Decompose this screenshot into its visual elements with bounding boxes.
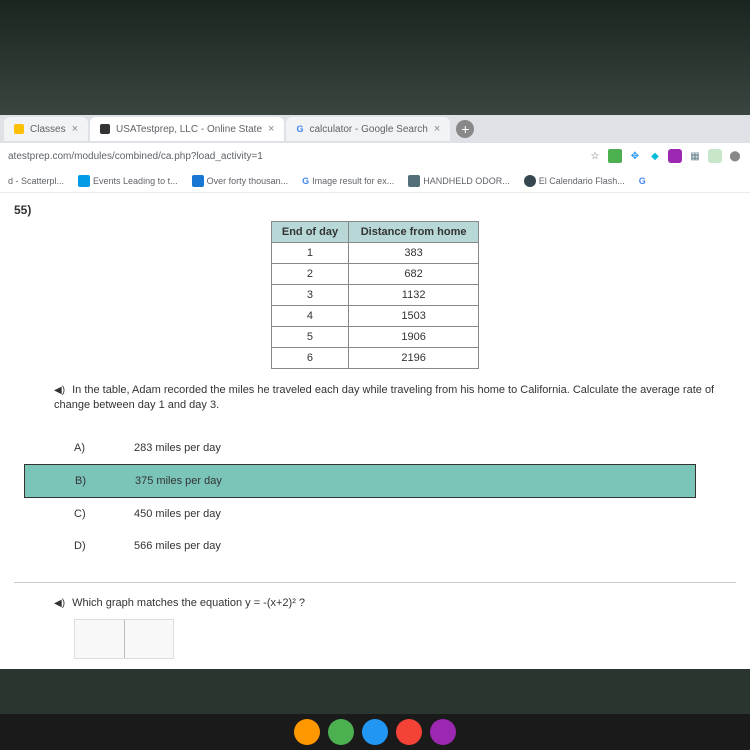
- bookmark-label: Over forty thousan...: [207, 176, 289, 186]
- table-cell: 1132: [349, 285, 479, 306]
- tab-label: USATestprep, LLC - Online State: [116, 124, 262, 135]
- bookmark-label: d - Scatterpl...: [8, 176, 64, 186]
- answer-label: A): [34, 442, 94, 454]
- table-row: 31132: [271, 285, 478, 306]
- bookmark-icon: [524, 175, 536, 187]
- next-question-text: Which graph matches the equation y = -(x…: [72, 597, 305, 609]
- browser-window: Classes × USATestprep, LLC - Online Stat…: [0, 115, 750, 669]
- question-prompt: ◀) In the table, Adam recorded the miles…: [54, 383, 716, 414]
- bookmarks-bar: d - Scatterpl... Events Leading to t... …: [0, 169, 750, 193]
- table-header: Distance from home: [349, 222, 479, 243]
- bookmark-icon: [408, 175, 420, 187]
- address-bar: atestprep.com/modules/combined/ca.php?lo…: [0, 143, 750, 169]
- bookmark-label: El Calendario Flash...: [539, 176, 625, 186]
- taskbar-app-icon[interactable]: [396, 719, 422, 745]
- google-icon: G: [302, 176, 309, 186]
- table-cell: 1: [271, 243, 348, 264]
- table-cell: 383: [349, 243, 479, 264]
- tab-calculator[interactable]: G calculator - Google Search ×: [286, 117, 450, 141]
- answer-text: 450 miles per day: [94, 508, 221, 520]
- table-cell: 682: [349, 264, 479, 285]
- ext-icon[interactable]: ◆: [648, 149, 662, 163]
- ext-icon[interactable]: ⬤: [728, 149, 742, 163]
- ext-icon[interactable]: [608, 149, 622, 163]
- tab-classes[interactable]: Classes ×: [4, 117, 88, 141]
- answer-choices: A)283 miles per day B)375 miles per day C)…: [34, 432, 736, 562]
- url-input[interactable]: atestprep.com/modules/combined/ca.php?lo…: [8, 151, 588, 162]
- answer-choice[interactable]: A)283 miles per day: [34, 432, 736, 464]
- tab-favicon: [14, 124, 24, 134]
- answer-label: B): [35, 475, 95, 487]
- tab-favicon: [100, 124, 110, 134]
- table-row: 2682: [271, 264, 478, 285]
- close-icon[interactable]: ×: [72, 123, 78, 135]
- taskbar-app-icon[interactable]: [430, 719, 456, 745]
- answer-choice[interactable]: D)566 miles per day: [34, 530, 736, 562]
- bookmark-icon: [78, 175, 90, 187]
- tab-favicon: G: [296, 124, 303, 134]
- data-table: End of day Distance from home 1383268231…: [271, 221, 479, 369]
- bookmark-label: Image result for ex...: [312, 176, 394, 186]
- graph-thumbnail[interactable]: [74, 619, 174, 659]
- bookmark-google[interactable]: G: [639, 176, 646, 186]
- taskbar-app-icon[interactable]: [294, 719, 320, 745]
- question-number: 55): [14, 203, 736, 217]
- tab-label: calculator - Google Search: [309, 124, 427, 135]
- answer-text: 375 miles per day: [95, 475, 222, 487]
- taskbar-app-icon[interactable]: [362, 719, 388, 745]
- bookmark-forty[interactable]: Over forty thousan...: [192, 175, 289, 187]
- answer-choice[interactable]: B)375 miles per day: [24, 464, 696, 498]
- table-cell: 2196: [349, 348, 479, 369]
- answer-text: 283 miles per day: [94, 442, 221, 454]
- audio-icon[interactable]: ◀): [54, 598, 65, 609]
- bookmark-label: HANDHELD ODOR...: [423, 176, 510, 186]
- table-header-row: End of day Distance from home: [271, 222, 478, 243]
- table-cell: 5: [271, 327, 348, 348]
- table-cell: 3: [271, 285, 348, 306]
- laptop-lid-top: [0, 0, 750, 115]
- table-row: 51906: [271, 327, 478, 348]
- question-divider: [14, 582, 736, 583]
- bookmark-image-result[interactable]: G Image result for ex...: [302, 176, 394, 186]
- google-icon: G: [639, 176, 646, 186]
- address-icons: ☆ ✥ ◆ ▦ ⬤: [588, 149, 742, 163]
- ext-icon[interactable]: [668, 149, 682, 163]
- new-tab-button[interactable]: +: [456, 120, 474, 138]
- audio-icon[interactable]: ◀): [54, 384, 65, 398]
- answer-label: C): [34, 508, 94, 520]
- taskbar-app-icon[interactable]: [328, 719, 354, 745]
- close-icon[interactable]: ×: [434, 123, 440, 135]
- table-row: 62196: [271, 348, 478, 369]
- table-header: End of day: [271, 222, 348, 243]
- ext-icon[interactable]: ✥: [628, 149, 642, 163]
- close-icon[interactable]: ×: [268, 123, 274, 135]
- answer-text: 566 miles per day: [94, 540, 221, 552]
- table-row: 41503: [271, 306, 478, 327]
- table-cell: 1503: [349, 306, 479, 327]
- table-cell: 1906: [349, 327, 479, 348]
- bookmark-events[interactable]: Events Leading to t...: [78, 175, 178, 187]
- bookmark-icon: [192, 175, 204, 187]
- tab-label: Classes: [30, 124, 66, 135]
- question-text: In the table, Adam recorded the miles he…: [54, 384, 714, 411]
- bookmark-calendario[interactable]: El Calendario Flash...: [524, 175, 625, 187]
- ext-icon[interactable]: [708, 149, 722, 163]
- answer-label: D): [34, 540, 94, 552]
- tab-usatestprep[interactable]: USATestprep, LLC - Online State ×: [90, 117, 284, 141]
- bookmark-scatterpl[interactable]: d - Scatterpl...: [8, 176, 64, 186]
- table-cell: 2: [271, 264, 348, 285]
- table-row: 1383: [271, 243, 478, 264]
- star-icon[interactable]: ☆: [588, 149, 602, 163]
- browser-tabs-bar: Classes × USATestprep, LLC - Online Stat…: [0, 115, 750, 143]
- os-taskbar: [0, 714, 750, 750]
- bookmark-label: Events Leading to t...: [93, 176, 178, 186]
- ext-icon[interactable]: ▦: [688, 149, 702, 163]
- answer-choice[interactable]: C)450 miles per day: [34, 498, 736, 530]
- page-content: 55) End of day Distance from home 138326…: [0, 193, 750, 669]
- table-cell: 4: [271, 306, 348, 327]
- table-cell: 6: [271, 348, 348, 369]
- next-question-prompt: ◀) Which graph matches the equation y = …: [54, 597, 736, 609]
- bookmark-handheld[interactable]: HANDHELD ODOR...: [408, 175, 510, 187]
